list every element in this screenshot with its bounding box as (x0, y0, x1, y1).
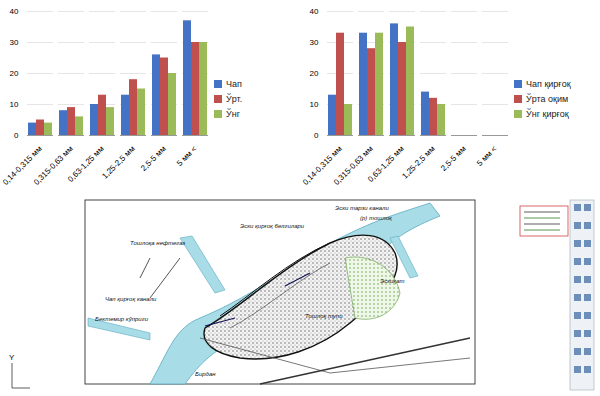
svg-text:Y: Y (9, 353, 15, 362)
svg-text:0,14-0,315 мм: 0,14-0,315 мм (1, 144, 44, 187)
svg-text:30: 30 (10, 38, 19, 47)
svg-text:Чап қирғоқ канали: Чап қирғоқ канали (105, 296, 157, 302)
svg-text:2,5-5 мм: 2,5-5 мм (139, 144, 168, 173)
svg-text:Тошлоқ тупи: Тошлоқ тупи (305, 313, 343, 319)
svg-text:10: 10 (310, 100, 319, 109)
html-text:Ўрта оқим: Ўрта оқим (526, 94, 569, 104)
svg-text:0,63-1,25 мм: 0,63-1,25 мм (366, 144, 406, 184)
svg-text:10: 10 (10, 100, 19, 109)
svg-text:2,5-5 мм: 2,5-5 мм (439, 144, 468, 173)
svg-text:Бектемир кўприги: Бектемир кўприги (95, 316, 149, 322)
svg-text:Эски қирғоқ белгилари: Эски қирғоқ белгилари (240, 223, 305, 229)
svg-text:40: 40 (10, 7, 19, 16)
svg-text:20: 20 (10, 69, 19, 78)
html-text:Ўнг: Ўнг (226, 109, 240, 119)
svg-text:30: 30 (310, 38, 319, 47)
svg-text:20: 20 (310, 69, 319, 78)
svg-text:0,14-0,315 мм: 0,14-0,315 мм (301, 144, 344, 187)
svg-text:0,63-1,25 мм: 0,63-1,25 мм (66, 144, 106, 184)
svg-text:(р) тошлоқ: (р) тошлоқ (360, 215, 393, 221)
svg-text:1,25-2,5 мм: 1,25-2,5 мм (400, 144, 436, 180)
svg-text:1,25-2,5 мм: 1,25-2,5 мм (100, 144, 136, 180)
svg-text:Бирдан: Бирдан (195, 371, 216, 377)
svg-text:40: 40 (310, 7, 319, 16)
svg-text:0,315-0,63 мм: 0,315-0,63 мм (332, 144, 375, 187)
svg-text:Эски тарзи канали: Эски тарзи канали (335, 205, 389, 211)
svg-text:0: 0 (14, 131, 19, 140)
html-text:Ўнг қирғоқ: Ўнг қирғоқ (526, 109, 569, 119)
html-text:Чап қирғоқ: Чап қирғоқ (526, 79, 571, 89)
html-text:Чап: Чап (226, 79, 242, 89)
svg-text:0: 0 (314, 131, 319, 140)
html-text:Ўрт.: Ўрт. (226, 94, 243, 104)
svg-text:Эскиқат: Эскиқат (380, 278, 405, 284)
svg-text:0,315-0,63 мм: 0,315-0,63 мм (32, 144, 75, 187)
svg-text:Тошлоқа нефтегаз: Тошлоқа нефтегаз (130, 240, 185, 246)
svg-text:5 мм <: 5 мм < (475, 144, 499, 168)
svg-text:5 мм <: 5 мм < (175, 144, 199, 168)
